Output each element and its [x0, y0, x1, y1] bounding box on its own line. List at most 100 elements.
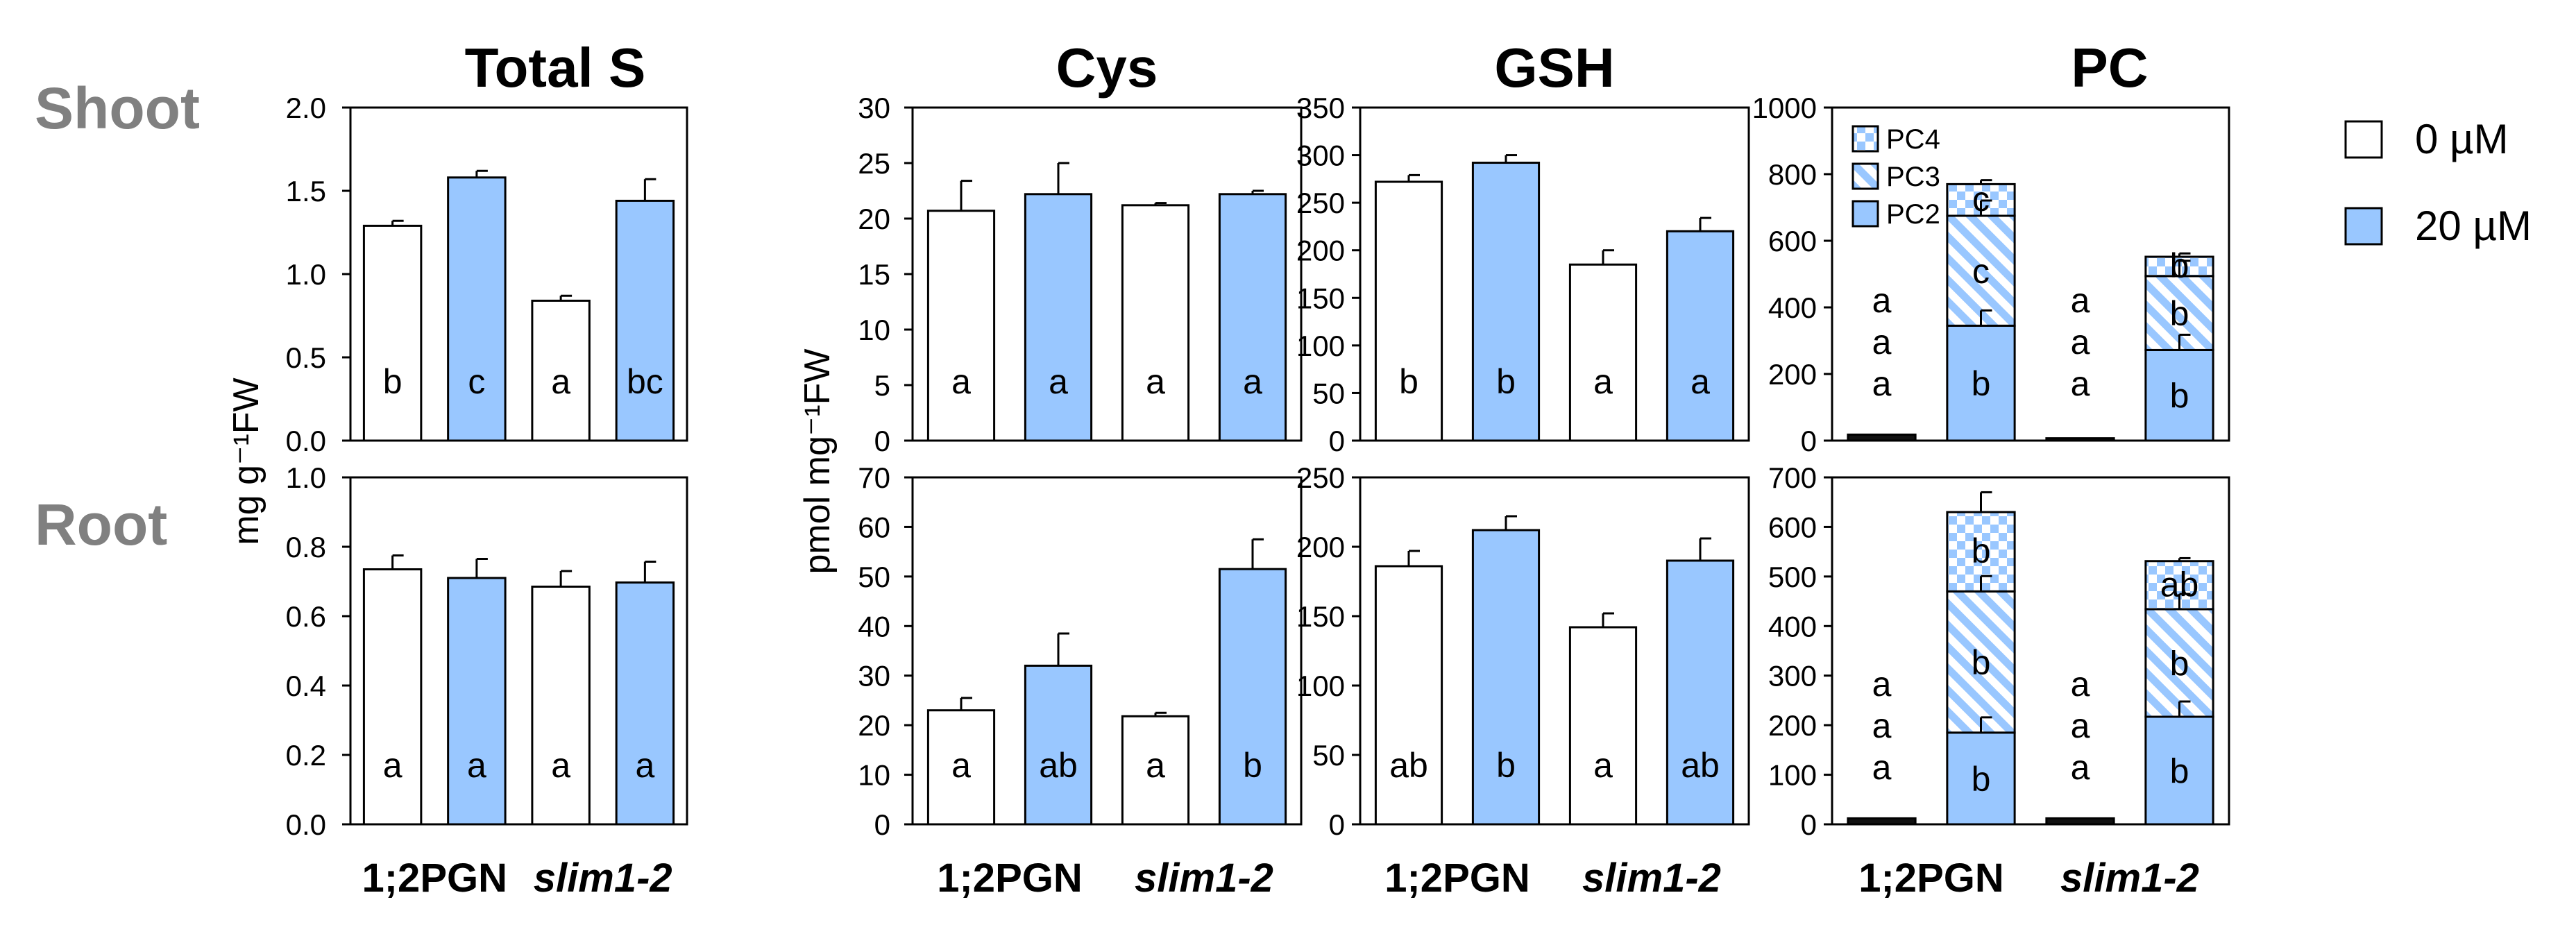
significance-letter: a — [951, 746, 971, 785]
bar — [1121, 715, 1190, 826]
y-tick-label: 5 — [874, 369, 890, 402]
y-tick-label: 20 — [858, 203, 890, 235]
significance-letter-pc3: b — [2170, 294, 2189, 333]
x-category-label: 1;2PGN — [1858, 856, 2004, 901]
significance-letter: ab — [1039, 746, 1078, 785]
x-category-label: 1;2PGN — [937, 856, 1083, 901]
pc-legend: PC4 PC3 PC2 — [1852, 124, 1940, 230]
y-tick-label: 700 — [1768, 461, 1817, 494]
pc-legend-label: PC2 — [1886, 199, 1940, 230]
legend-label: 20 µM — [2415, 203, 2532, 249]
significance-letter: bc — [627, 362, 663, 401]
significance-letter-pc3: a — [2071, 323, 2090, 362]
significance-letter: ab — [1389, 746, 1428, 785]
bar — [362, 568, 423, 826]
y-tick-label: 30 — [858, 92, 890, 124]
bar — [1121, 204, 1190, 442]
significance-letter: a — [1690, 362, 1710, 401]
y-tick-label: 350 — [1296, 92, 1345, 124]
bar — [615, 199, 675, 442]
bar-stack-small — [1847, 433, 1917, 442]
y-tick-label: 10 — [858, 759, 890, 792]
bar-stack-small — [2045, 437, 2115, 442]
panel-root-1: 0.0 0.2 0.4 0.6 0.8 1.0 a a a a 1;2PGN slim1-2 — [286, 461, 688, 901]
bar — [1374, 565, 1443, 826]
bar-segment-pc3 — [1946, 590, 2016, 734]
significance-letter-pc2: a — [2071, 748, 2090, 787]
bar — [615, 581, 675, 826]
bar — [1218, 568, 1287, 826]
significance-letter-pc2: b — [1972, 760, 1991, 799]
y-tick-label: 70 — [858, 461, 890, 494]
bar — [362, 224, 423, 442]
row-label-shoot: Shoot — [35, 76, 200, 141]
bar-segment-pc2 — [1946, 324, 2016, 442]
plot-frame — [911, 476, 1303, 826]
significance-letter-pc2: b — [1972, 364, 1991, 403]
y-tick-label: 0.2 — [286, 739, 326, 772]
y-tick-label: 400 — [1768, 291, 1817, 324]
panel-title: PC — [2071, 37, 2148, 99]
panel-title: Total S — [465, 37, 646, 99]
significance-letter-pc4: a — [1872, 665, 1892, 704]
y-tick-label: 800 — [1768, 158, 1817, 191]
pc-legend-label: PC4 — [1886, 124, 1940, 155]
significance-letter-pc3: b — [2170, 645, 2189, 683]
panel-title: GSH — [1494, 37, 1614, 99]
significance-letter-pc2: a — [2071, 364, 2090, 403]
significance-letter-pc4: b — [2170, 246, 2189, 285]
y-tick-label: 1.0 — [286, 461, 326, 494]
significance-letter-pc4: a — [2071, 281, 2090, 320]
significance-letter-pc3: a — [1872, 323, 1892, 362]
bar — [1374, 180, 1443, 442]
y-tick-label: 50 — [858, 561, 890, 593]
significance-letter-pc4: a — [1872, 281, 1892, 320]
y-tick-label: 600 — [1768, 225, 1817, 257]
bar — [1024, 193, 1093, 442]
bar-stack-small — [2045, 817, 2115, 826]
significance-letter: a — [467, 746, 486, 785]
significance-letter: a — [551, 746, 570, 785]
bar — [926, 210, 996, 442]
y-tick-label: 10 — [858, 314, 890, 346]
x-category-label: slim1-2 — [1135, 856, 1273, 901]
y-tick-label: 300 — [1296, 139, 1345, 172]
plot-frame — [1359, 476, 1750, 826]
x-category-label: 1;2PGN — [362, 856, 507, 901]
panel-root-3: 0 50 100 150 200 250 ab b a ab 1;2PGN slim1-2 — [1296, 461, 1750, 901]
row-label-root: Root — [35, 492, 167, 557]
y-tick-label: 0.4 — [286, 670, 326, 702]
pc-legend-label: PC3 — [1886, 162, 1940, 192]
significance-letter: ab — [1681, 746, 1720, 785]
significance-letter-pc2: a — [1872, 364, 1892, 403]
significance-letter-pc4: a — [2071, 665, 2090, 704]
significance-letter: a — [635, 746, 654, 785]
y-tick-label: 300 — [1768, 660, 1817, 692]
y-tick-label: 400 — [1768, 610, 1817, 643]
significance-letter-pc3: a — [2071, 706, 2090, 745]
bar — [1666, 559, 1735, 826]
y-tick-label: 2.0 — [286, 92, 326, 124]
legend-label: 0 µM — [2415, 116, 2509, 162]
y-tick-label: 0.5 — [286, 341, 326, 374]
y-tick-label: 0.6 — [286, 600, 326, 633]
y-tick-label: 200 — [1296, 235, 1345, 267]
bar-segment-pc4 — [1946, 511, 2016, 593]
y-tick-label: 20 — [858, 709, 890, 742]
bar — [1471, 162, 1541, 442]
panel-shoot-3: GSH 0 50 100 150 200 250 300 350 b b a a — [1296, 37, 1750, 457]
significance-letter: a — [1593, 362, 1613, 401]
significance-letter-pc4: ab — [2160, 565, 2199, 604]
significance-letter-pc3: a — [1872, 706, 1892, 745]
y-tick-label: 100 — [1296, 670, 1345, 702]
y-axis-label-left: mg g⁻¹FW — [226, 377, 266, 545]
y-tick-label: 25 — [858, 147, 890, 180]
significance-letter-pc2: b — [2170, 752, 2189, 791]
y-tick-label: 0 — [874, 425, 890, 457]
panel-root-4: 0100200300400500600700aaabbbaaaabbb1;2PG… — [1768, 461, 2230, 901]
y-tick-label: 200 — [1768, 709, 1817, 742]
bar — [1218, 193, 1287, 442]
significance-letter: a — [1243, 362, 1262, 401]
